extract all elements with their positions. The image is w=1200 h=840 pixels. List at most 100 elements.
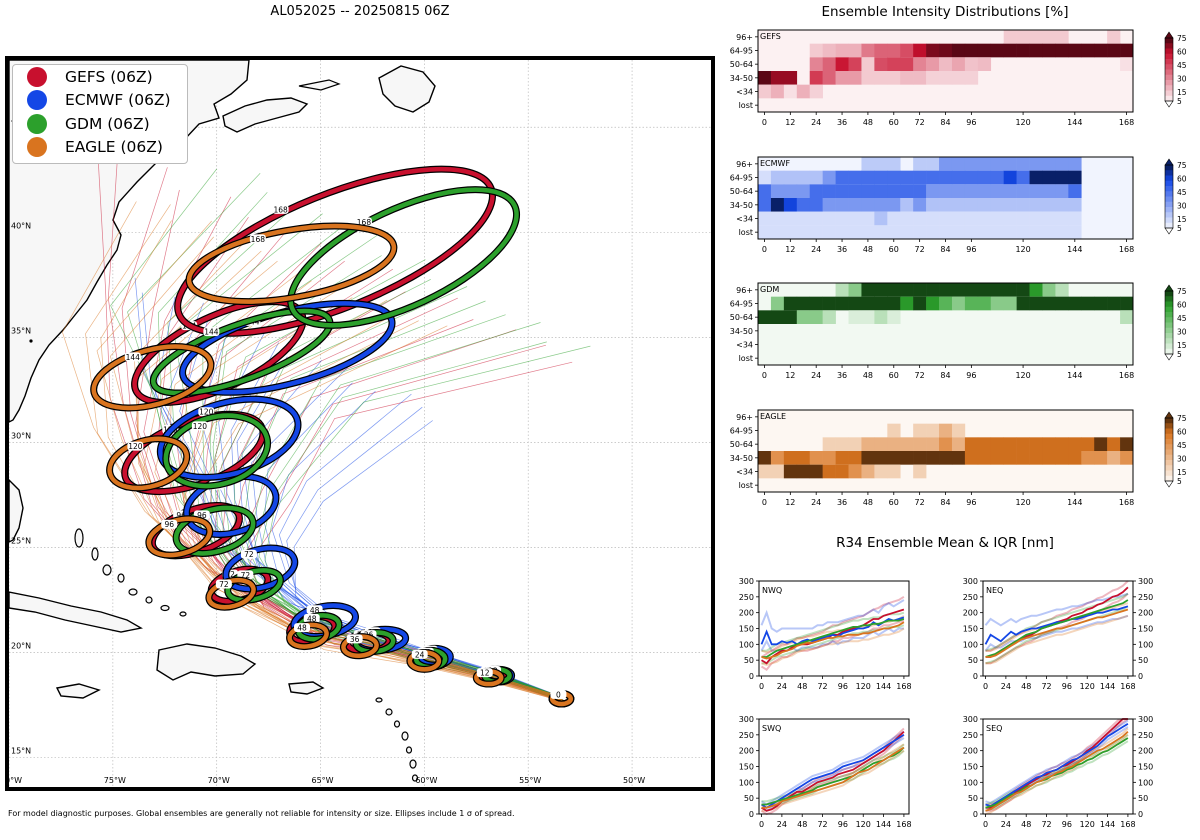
colorbar-tick-label: 45 — [1177, 441, 1187, 450]
r34-mean-eagle — [761, 746, 905, 809]
heatmap-cell — [1120, 43, 1134, 58]
heatmap-cell — [964, 451, 979, 465]
heatmap-cell — [977, 296, 992, 311]
colorbar-segment — [1165, 53, 1173, 60]
heatmap-cell — [796, 184, 811, 198]
heatmap-cell — [835, 283, 849, 297]
heatmap-cell — [783, 71, 798, 85]
hour-label-box — [191, 421, 208, 431]
hour-label-text: 120 — [128, 442, 143, 451]
r34-x-label: 24 — [777, 682, 787, 691]
heatmap-row-label: <34 — [736, 215, 753, 224]
heatmap-cell — [809, 57, 823, 71]
heatmap-cell — [1042, 157, 1056, 171]
colorbar-segment — [1165, 423, 1173, 429]
heatmap-x-label: 60 — [889, 245, 899, 254]
heatmap-cell — [835, 225, 849, 239]
heatmap-cell — [1107, 43, 1121, 58]
heatmap-cell — [874, 57, 888, 71]
heatmap-cell — [796, 211, 811, 226]
heatmap-cell — [874, 43, 888, 58]
hour-label-box — [411, 649, 428, 659]
heatmap-cell — [809, 211, 823, 226]
heatmap-cell — [951, 71, 966, 85]
colorbar-segment — [1165, 475, 1173, 482]
track-map-canvas: 0122436487296120144168012243648729612014… — [9, 60, 711, 787]
colorbar-segment — [1165, 170, 1173, 176]
lat-tick-label: 40°N — [11, 221, 31, 230]
heatmap-cell — [861, 170, 875, 185]
ellipse-hour-label: 72 — [215, 579, 232, 589]
heatmap-cell — [848, 437, 862, 451]
colorbar-tick-label: 75 — [1177, 161, 1187, 170]
r34-mean-ecmwf — [985, 723, 1129, 808]
heatmap-row-label: lost — [739, 354, 753, 363]
colorbar-segment — [1165, 180, 1173, 187]
land-florida — [9, 479, 24, 543]
heatmap-cell — [770, 296, 785, 311]
ensemble-member-track — [135, 250, 561, 699]
colorbar-segment — [1165, 291, 1173, 297]
heatmap-row-label: 34-50 — [730, 74, 753, 83]
land-bahamas — [74, 528, 187, 617]
r34-x-label: 72 — [817, 820, 827, 829]
heatmap-cell — [822, 225, 836, 239]
colorbar-frame — [1164, 37, 1174, 102]
heatmap-cell — [1055, 198, 1069, 212]
ellipse-hour-label: 48 — [303, 613, 320, 623]
r34-y-label-left: 200 — [963, 747, 978, 756]
heatmap-row-label: 64-95 — [730, 300, 753, 309]
heatmap-gefs: GEFS 96+ 64-95 50-64 34-50 <34 lost 0 12 24 36 48 60… — [730, 29, 1187, 127]
r34-mean-gdm — [761, 618, 905, 658]
heatmap-cell — [887, 423, 901, 438]
r34-y-label-left: 0 — [973, 672, 978, 681]
heatmap-cell — [848, 464, 862, 479]
colorbar-tick-label: 45 — [1177, 314, 1187, 323]
heatmap-cell — [887, 57, 901, 71]
hour-label-box — [161, 519, 178, 529]
r34-iqr-upper — [985, 580, 1129, 652]
heatmap-cell — [887, 71, 901, 85]
heatmap-cell — [913, 283, 927, 297]
heatmap-cell — [796, 170, 811, 185]
legend-marker-gdm — [27, 113, 47, 134]
heatmap-cell — [770, 451, 785, 465]
heatmap-cell — [1042, 451, 1056, 465]
heatmap-cell — [822, 43, 836, 58]
heatmap-row-label: 34-50 — [730, 454, 753, 463]
heatmap-cell — [1120, 437, 1134, 451]
land-lesser-antilles — [375, 697, 419, 782]
r34-x-label: 48 — [1021, 820, 1031, 829]
heatmap-cell — [796, 296, 811, 311]
heatmap-x-label: 0 — [762, 118, 767, 127]
heatmap-colorbar: 515 30 45 60 75 — [1164, 158, 1187, 235]
heatmap-eagle: EAGLE 96+ 64-95 50-64 34-50 <34 lost 0 12 24 36 48 6… — [730, 409, 1187, 507]
heatmap-cell — [977, 451, 992, 465]
heatmap-row-label: lost — [739, 101, 753, 110]
lat-tick-label: 20°N — [11, 642, 31, 651]
heatmap-cell — [1055, 437, 1069, 451]
heatmap-cell — [887, 184, 901, 198]
heatmap-cell — [1016, 283, 1030, 297]
heatmap-cell — [1003, 157, 1017, 171]
ellipse-stroke — [91, 344, 214, 411]
r34-panel-swq: SWQ 0 24 48 72 96 120 144 168 0 50 100 150 200 250 300 — [739, 715, 912, 829]
heatmap-x-label: 72 — [915, 371, 925, 380]
heatmap-cell — [951, 437, 966, 451]
heatmap-cell — [758, 464, 772, 479]
heatmap-cell — [913, 43, 927, 58]
ensemble-member-track — [182, 311, 566, 702]
colorbar-segment — [1165, 465, 1173, 471]
heatmap-cell — [848, 225, 862, 239]
r34-x-label: 120 — [1080, 682, 1095, 691]
heatmap-cell — [887, 225, 901, 239]
heatmap-cell — [926, 283, 940, 297]
heatmap-cell — [951, 211, 966, 226]
r34-y-label-right: 200 — [1138, 747, 1153, 756]
heatmap-x-label: 96 — [966, 498, 976, 507]
hour-label-text: 168 — [357, 218, 372, 227]
r34-iqr-upper — [760, 599, 905, 633]
heatmap-cell — [913, 184, 927, 198]
heatmap-row-label: lost — [739, 481, 753, 490]
